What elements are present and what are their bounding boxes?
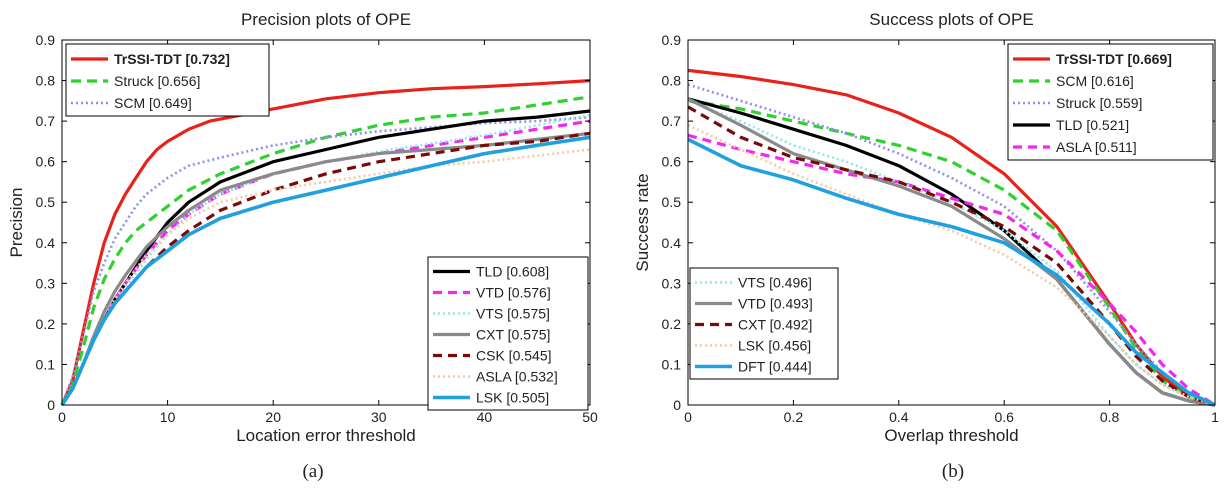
success-ytick-label-9: 0.9 [662, 32, 682, 48]
precision-series-group [60, 79, 591, 406]
caption-a: (a) [302, 461, 323, 482]
precision-legend-entry-1-0: TLD [0.608] [476, 264, 549, 280]
success-legend-top-right: TrSSI-TDT [0.669] SCM [0.616] Struck [0.55… [1007, 43, 1214, 161]
success-series-line-8 [687, 124, 1216, 407]
precision-ytick-label-2: 0.2 [36, 316, 56, 332]
success-series-line-6 [687, 97, 1216, 407]
precision-legend-top-left: TrSSI-TDT [0.732] Struck [0.656] SCM [0.64… [65, 43, 270, 117]
success-ytick-label-8: 0.8 [662, 73, 682, 89]
success-xtick-label-1: 0.2 [784, 409, 804, 425]
precision-ytick-label-6: 0.6 [36, 154, 56, 170]
success-chart-title: Success plots of OPE [869, 10, 1033, 29]
precision-ytick-label-1: 0.1 [36, 356, 56, 372]
success-series-line-2 [687, 83, 1216, 407]
success-xtick-label-4: 0.8 [1100, 409, 1120, 425]
success-legend-entry-0-4: ASLA [0.511] [1056, 139, 1137, 155]
precision-series-line-2 [60, 115, 591, 406]
precision-chart-title: Precision plots of OPE [241, 10, 411, 29]
precision-y-axis-label: Precision [7, 188, 26, 258]
precision-legend-entry-0-0: TrSSI-TDT [0.732] [114, 51, 230, 67]
success-legend-entry-0-3: TLD [0.521] [1056, 117, 1129, 133]
success-legend-entry-1-3: LSK [0.456] [738, 338, 811, 354]
precision-xtick-label-4: 40 [477, 409, 493, 425]
success-plot-frame [687, 39, 1216, 406]
precision-ytick-label-5: 0.5 [36, 194, 56, 210]
precision-xtick-label-3: 30 [371, 409, 387, 425]
success-series-group [687, 68, 1216, 407]
precision-legend-entry-1-2: VTS [0.575] [476, 306, 550, 322]
success-ytick-label-3: 0.3 [662, 275, 682, 291]
precision-xtick-label-0: 0 [58, 409, 66, 425]
precision-series-line-1 [60, 95, 591, 406]
success-xtick-label-0: 0 [684, 409, 692, 425]
success-legend-entry-0-0: TrSSI-TDT [0.669] [1056, 51, 1172, 67]
precision-series-line-8 [60, 148, 591, 406]
success-ytick-label-6: 0.6 [662, 154, 682, 170]
caption-b: (b) [942, 461, 964, 482]
success-legend-bottom-left: VTS [0.496] VTD [0.493] CXT [0.492] LSK [0.… [689, 267, 839, 380]
precision-ytick-label-9: 0.9 [36, 32, 56, 48]
precision-xtick-label-2: 20 [265, 409, 281, 425]
precision-legend-entry-1-6: LSK [0.505] [476, 390, 549, 406]
success-ytick-label-2: 0.2 [662, 316, 682, 332]
precision-ytick-label-4: 0.4 [36, 235, 56, 251]
precision-x-axis-label: Location error threshold [236, 426, 416, 445]
success-ytick-label-4: 0.4 [662, 235, 682, 251]
success-xtick-label-5: 1 [1211, 409, 1219, 425]
precision-legend-entry-0-2: SCM [0.649] [114, 95, 192, 111]
success-legend-entry-1-4: DFT [0.444] [738, 359, 812, 375]
precision-xtick-label-1: 10 [160, 409, 176, 425]
precision-legend-entry-1-1: VTD [0.576] [476, 285, 551, 301]
precision-xtick-label-5: 50 [582, 409, 598, 425]
success-series-line-4 [687, 133, 1216, 407]
success-legend-entry-0-2: Struck [0.559] [1056, 95, 1142, 111]
success-legend-entry-1-2: CXT [0.492] [738, 317, 812, 333]
success-xtick-label-2: 0.4 [889, 409, 909, 425]
success-legend-entry-0-1: SCM [0.616] [1056, 73, 1134, 89]
success-ytick-label-0: 0 [673, 397, 681, 413]
success-ytick-label-5: 0.5 [662, 194, 682, 210]
success-ytick-label-1: 0.1 [662, 356, 682, 372]
precision-series-line-9 [60, 135, 591, 406]
success-series-line-9 [687, 137, 1216, 407]
precision-legend-entry-1-4: CSK [0.545] [476, 348, 552, 364]
precision-chart: 0 10 20 30 40 50 0 0.1 0.2 0.3 0.4 0.5 0.6 0.7 0.8 0.9 P… [7, 10, 598, 445]
success-ytick-label-7: 0.7 [662, 113, 682, 129]
precision-legend-entry-0-1: Struck [0.656] [114, 73, 200, 89]
success-y-axis-label: Success rate [633, 173, 652, 271]
precision-legend-entry-1-5: ASLA [0.532] [476, 369, 558, 385]
precision-series-line-5 [60, 113, 591, 406]
success-x-axis-label: Overlap threshold [884, 426, 1018, 445]
success-series-line-7 [687, 105, 1216, 407]
precision-legend-bottom-right: TLD [0.608] VTD [0.576] VTS [0.575] CXT [0.… [427, 256, 589, 411]
precision-ytick-label-3: 0.3 [36, 275, 56, 291]
success-legend-entry-1-1: VTD [0.493] [738, 296, 813, 312]
success-legend-entry-1-0: VTS [0.496] [738, 275, 812, 291]
precision-legend-box-0 [65, 43, 270, 117]
precision-legend-entry-1-3: CXT [0.575] [476, 327, 550, 343]
success-series-line-0 [687, 68, 1216, 407]
precision-ytick-label-8: 0.8 [36, 73, 56, 89]
precision-series-line-0 [60, 79, 591, 406]
success-xtick-label-3: 0.6 [994, 409, 1014, 425]
precision-ytick-label-0: 0 [47, 397, 55, 413]
precision-ytick-label-7: 0.7 [36, 113, 56, 129]
success-chart: 0 0.2 0.4 0.6 0.8 1 0 0.1 0.2 0.3 0.4 0.5 0.6 0.7 0.8 0… [633, 10, 1219, 445]
precision-plot-frame [61, 39, 591, 406]
success-legend-box-0 [1007, 43, 1214, 161]
